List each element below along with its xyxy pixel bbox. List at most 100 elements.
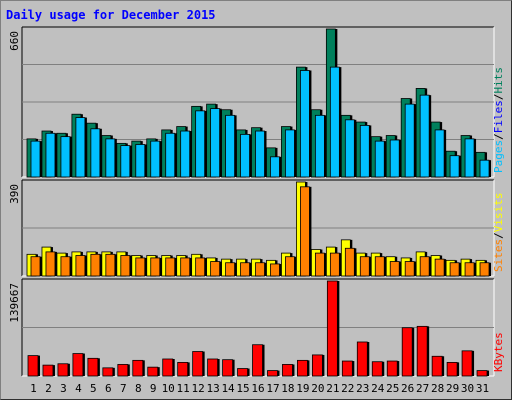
bar-kbytes-16 [252, 344, 263, 377]
bar-files-22 [344, 119, 355, 178]
bar-files-11 [180, 130, 191, 178]
chart-title: Daily usage for December 2015 [6, 8, 216, 22]
bar-files-13 [210, 108, 221, 178]
bar-files-5 [90, 128, 101, 178]
bar-kbytes-2 [42, 364, 54, 377]
bar-kbytes-22 [341, 360, 353, 377]
x-tick-label-24: 24 [371, 382, 385, 395]
bar-sites-2 [45, 251, 56, 277]
x-tick-label-25: 25 [386, 382, 399, 395]
bar-kbytes-4 [72, 353, 84, 377]
bar-files-29 [449, 155, 460, 178]
bar-kbytes-3 [57, 363, 69, 377]
bar-kbytes-27 [416, 325, 428, 377]
x-tick-label-15: 15 [236, 382, 249, 395]
legend-entry-pages: Pages [492, 140, 505, 173]
x-tick-label-17: 17 [266, 382, 279, 395]
x-tick-label-11: 11 [177, 382, 190, 395]
bar-sites-16 [255, 262, 265, 277]
bar-sites-19 [300, 186, 310, 277]
bar-sites-7 [120, 255, 131, 277]
legend-separator: / [492, 232, 505, 239]
bar-files-2 [45, 132, 56, 178]
bar-kbytes-25 [386, 360, 398, 377]
x-tick-label-20: 20 [311, 382, 324, 395]
bar-kbytes-23 [356, 341, 368, 377]
x-tick-label-4: 4 [75, 382, 82, 395]
x-tick-label-9: 9 [150, 382, 157, 395]
x-tick-label-28: 28 [431, 382, 444, 395]
bar-files-9 [150, 140, 161, 178]
x-tick-label-2: 2 [45, 382, 52, 395]
bar-files-12 [195, 110, 206, 178]
legend-entry-kbytes: KBytes [492, 332, 505, 372]
bar-sites-21 [329, 252, 340, 277]
y-max-label: 390 [8, 184, 21, 204]
bar-files-3 [60, 136, 71, 178]
x-tick-label-3: 3 [60, 382, 67, 395]
bar-sites-17 [270, 263, 280, 277]
bar-kbytes-6 [102, 367, 114, 377]
bar-kbytes-26 [401, 327, 413, 377]
x-tick-label-7: 7 [120, 382, 127, 395]
bar-sites-30 [464, 262, 475, 277]
legend-entry-sites: Sites [492, 239, 505, 272]
bar-kbytes-12 [192, 351, 204, 377]
legend-kbytes: KBytes [492, 332, 505, 372]
bar-sites-31 [479, 262, 490, 277]
bar-files-15 [240, 133, 250, 178]
x-tick-label-6: 6 [105, 382, 112, 395]
legend-separator: / [492, 94, 505, 101]
bar-files-19 [300, 70, 310, 178]
bar-files-1 [30, 140, 41, 178]
bar-kbytes-1 [27, 355, 39, 377]
bar-kbytes-30 [461, 350, 473, 377]
bar-files-20 [314, 114, 325, 178]
bar-sites-22 [344, 247, 355, 277]
bar-files-31 [479, 159, 490, 178]
bar-sites-24 [374, 256, 385, 277]
x-tick-label-13: 13 [206, 382, 219, 395]
x-tick-label-30: 30 [461, 382, 474, 395]
bar-files-7 [120, 145, 131, 178]
bar-sites-6 [105, 253, 116, 277]
bar-kbytes-17 [267, 370, 278, 377]
x-tick-label-22: 22 [341, 382, 354, 395]
x-tick-label-26: 26 [401, 382, 414, 395]
bar-files-6 [105, 138, 116, 178]
legend-separator: / [492, 133, 505, 140]
legend-entry-visits: Visits [492, 193, 505, 233]
bar-sites-28 [434, 258, 445, 277]
x-tick-label-8: 8 [135, 382, 142, 395]
x-tick-label-16: 16 [251, 382, 264, 395]
x-tick-label-27: 27 [416, 382, 429, 395]
bar-kbytes-13 [207, 358, 219, 377]
bar-kbytes-5 [87, 357, 99, 377]
bar-sites-27 [419, 256, 430, 277]
x-tick-label-18: 18 [281, 382, 294, 395]
x-tick-label-10: 10 [162, 382, 175, 395]
bar-sites-5 [90, 253, 101, 277]
bar-kbytes-18 [282, 364, 293, 377]
bar-files-23 [359, 125, 370, 178]
bar-sites-9 [150, 257, 161, 277]
bar-sites-29 [449, 262, 460, 277]
bar-sites-1 [30, 256, 41, 277]
legend-hits_files: Pages/Files/Hits [492, 67, 505, 173]
bar-files-25 [389, 139, 400, 178]
bar-sites-18 [285, 256, 295, 277]
bar-kbytes-9 [147, 366, 159, 377]
bar-kbytes-8 [132, 359, 144, 377]
bar-files-10 [165, 132, 176, 178]
bar-files-28 [434, 129, 445, 178]
bar-sites-8 [135, 257, 146, 277]
bar-files-4 [75, 117, 86, 178]
bar-kbytes-24 [371, 361, 383, 377]
x-tick-label-23: 23 [356, 382, 369, 395]
legend-entry-files: Files [492, 100, 505, 133]
x-tick-label-5: 5 [90, 382, 97, 395]
bar-files-14 [225, 114, 235, 178]
bar-kbytes-10 [162, 358, 174, 377]
bar-kbytes-15 [237, 368, 248, 377]
bar-sites-10 [165, 257, 176, 277]
